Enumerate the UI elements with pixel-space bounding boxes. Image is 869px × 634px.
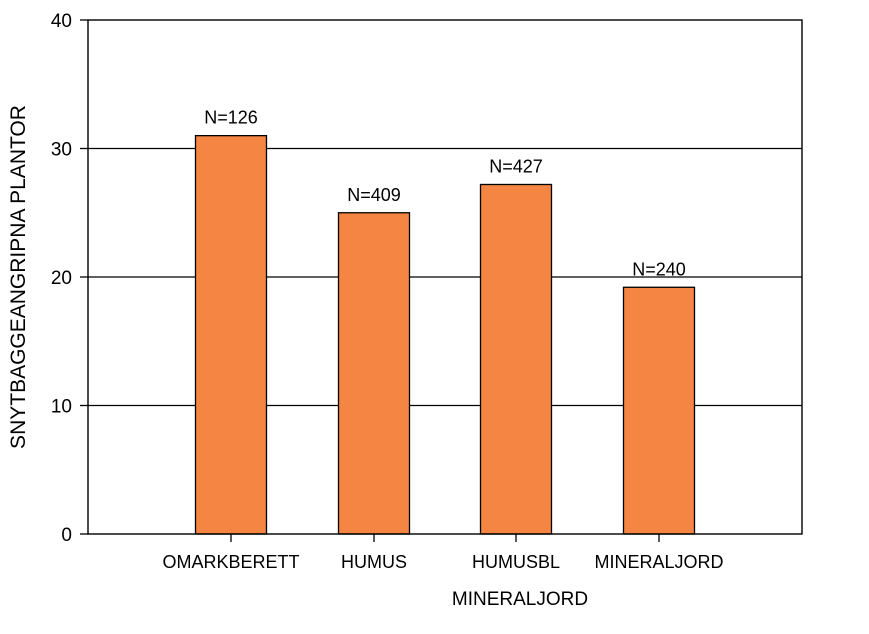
bar-annotations: N=126 N=409 N=427 N=240 xyxy=(204,108,686,280)
x-tick-label: MINERALJORD xyxy=(594,552,723,572)
y-tick-label: 0 xyxy=(61,525,72,546)
bar-mineraljord xyxy=(622,286,696,535)
bar-annotation: N=126 xyxy=(204,108,258,128)
bar-annotation: N=427 xyxy=(489,156,543,176)
bar-annotation: N=409 xyxy=(347,185,401,205)
y-axis-label: SNYTBAGGEANGRIPNA PLANTOR xyxy=(7,105,30,449)
y-tick-label: 10 xyxy=(51,397,72,418)
bar-humusbl xyxy=(479,183,553,535)
y-tick-label: 20 xyxy=(51,268,72,289)
y-axis-ticks: 0 10 20 30 40 xyxy=(51,11,88,546)
x-tick-label: HUMUS xyxy=(341,552,407,572)
x-axis-label: MINERALJORD xyxy=(452,589,588,610)
bars xyxy=(194,134,696,535)
x-tick-label: OMARKBERETT xyxy=(162,552,299,572)
x-axis-ticks: OMARKBERETT HUMUS HUMUSBL MINERALJORD xyxy=(162,534,724,572)
x-tick-label: HUMUSBL xyxy=(472,552,560,572)
bar-humus xyxy=(337,212,411,535)
bar-annotation: N=240 xyxy=(632,259,686,279)
y-tick-label: 40 xyxy=(51,11,72,32)
y-tick-label: 30 xyxy=(51,140,72,161)
bar-omarkberett xyxy=(194,134,268,535)
